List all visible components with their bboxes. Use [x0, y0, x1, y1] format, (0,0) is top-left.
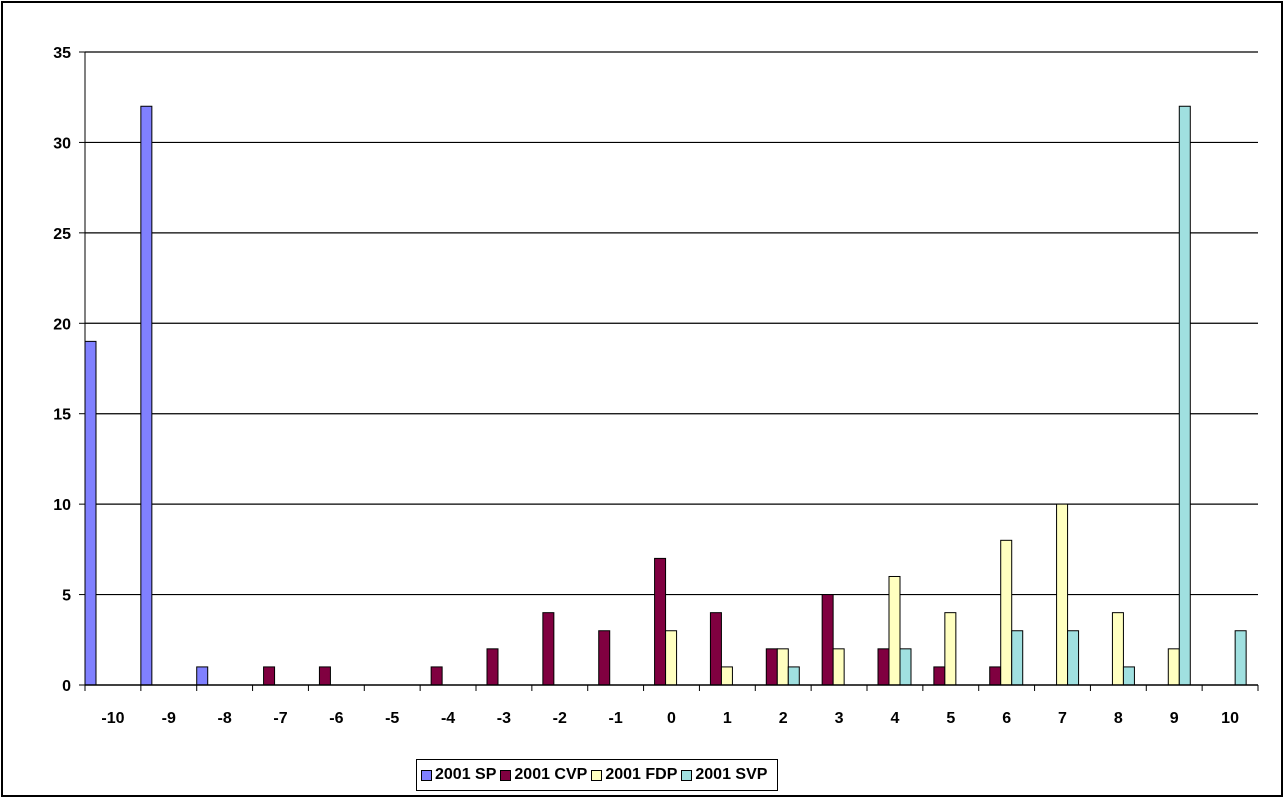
legend-label-fdp: 2001 FDP [605, 766, 678, 783]
bar-2001-cvp-1 [709, 612, 722, 686]
x-tick-label-0: 0 [667, 710, 676, 727]
legend: 2001 SP 2001 CVP 2001 FDP 2001 SVP [416, 759, 779, 791]
bar-2001-fdp-0 [665, 630, 678, 686]
bar-2001-cvp--6 [318, 666, 331, 686]
x-tick-label-10: 10 [1221, 710, 1239, 727]
y-tick-label-0: 0 [62, 678, 71, 695]
bar-2001-fdp-7 [1056, 503, 1069, 686]
bar-2001-fdp-8 [1111, 612, 1124, 686]
legend-swatch-sp [421, 769, 432, 781]
bar-2001-svp-2 [787, 666, 800, 686]
axes [79, 51, 1259, 691]
x-tick-label--7: -7 [273, 710, 287, 727]
bar-2001-fdp-1 [720, 666, 733, 686]
x-tick-label--1: -1 [609, 710, 623, 727]
bar-2001-cvp-6 [989, 666, 1002, 686]
x-tick-label-7: 7 [1058, 710, 1067, 727]
bar-2001-cvp--3 [486, 648, 499, 686]
bar-2001-sp--8 [196, 666, 209, 686]
bar-2001-fdp-6 [1000, 539, 1013, 686]
legend-label-svp: 2001 SVP [695, 766, 768, 783]
y-tick-labels: 0 5 10 15 20 25 30 35 [53, 45, 71, 695]
bar-2001-fdp-3 [832, 648, 845, 686]
y-tick-label-20: 20 [53, 316, 71, 333]
x-tick-labels: -10 -9 -8 -7 -6 -5 -4 -3 -2 -1 0 1 2 3 4 5 6 7 8 9 10 [101, 710, 1239, 727]
bar-2001-cvp-3 [821, 594, 834, 686]
bar-2001-fdp-2 [776, 648, 789, 686]
legend-label-cvp: 2001 CVP [514, 766, 588, 783]
bar-2001-cvp--4 [430, 666, 443, 686]
bar-2001-fdp-5 [944, 612, 957, 686]
bars [84, 105, 1247, 686]
legend-item-fdp: 2001 FDP [591, 766, 677, 784]
bar-2001-cvp-2 [765, 648, 778, 686]
x-tick-label--2: -2 [553, 710, 567, 727]
x-tick-label-2: 2 [779, 710, 788, 727]
bar-2001-svp-4 [899, 648, 912, 686]
x-tick-label--9: -9 [162, 710, 176, 727]
y-tick-label-10: 10 [53, 497, 71, 514]
legend-item-svp: 2001 SVP [681, 766, 767, 784]
y-tick-label-15: 15 [53, 407, 71, 424]
legend-swatch-svp [681, 769, 693, 781]
gridlines [85, 51, 1258, 596]
x-tick-label--5: -5 [385, 710, 399, 727]
legend-swatch-fdp [591, 769, 603, 781]
x-tick-label--10: -10 [101, 710, 124, 727]
legend-label-sp: 2001 SP [435, 766, 497, 783]
bar-2001-fdp-4 [888, 575, 901, 686]
x-tick-label--4: -4 [441, 710, 455, 727]
bar-2001-svp-9 [1178, 105, 1191, 686]
x-tick-label-9: 9 [1170, 710, 1179, 727]
bar-2001-cvp-4 [877, 648, 890, 686]
x-tick-label-4: 4 [890, 710, 899, 727]
bar-2001-cvp-5 [933, 666, 946, 686]
x-tick-label--6: -6 [329, 710, 343, 727]
bar-2001-fdp-9 [1167, 648, 1180, 686]
bar-2001-sp--9 [140, 105, 153, 686]
legend-item-cvp: 2001 CVP [500, 766, 587, 784]
bar-2001-svp-6 [1011, 630, 1024, 686]
bar-2001-sp--10 [84, 340, 97, 686]
x-tick-label-1: 1 [723, 710, 732, 727]
bar-2001-svp-10 [1234, 630, 1247, 686]
bar-2001-svp-7 [1067, 630, 1080, 686]
x-tick-label-3: 3 [835, 710, 844, 727]
y-tick-label-30: 30 [53, 135, 71, 152]
y-tick-label-35: 35 [53, 45, 71, 62]
x-tick-label-8: 8 [1114, 710, 1123, 727]
x-tick-label--8: -8 [218, 710, 232, 727]
bar-2001-cvp--2 [542, 612, 555, 686]
y-tick-label-25: 25 [53, 226, 71, 243]
legend-swatch-cvp [500, 769, 512, 781]
bar-2001-svp-8 [1122, 666, 1135, 686]
x-tick-label-6: 6 [1002, 710, 1011, 727]
x-tick-label-5: 5 [946, 710, 955, 727]
x-tick-label--3: -3 [497, 710, 511, 727]
bar-2001-cvp--7 [263, 666, 276, 686]
bar-2001-cvp-0 [654, 557, 667, 686]
y-tick-label-5: 5 [62, 588, 71, 605]
legend-item-sp: 2001 SP [421, 766, 496, 784]
bar-2001-cvp--1 [598, 630, 611, 686]
